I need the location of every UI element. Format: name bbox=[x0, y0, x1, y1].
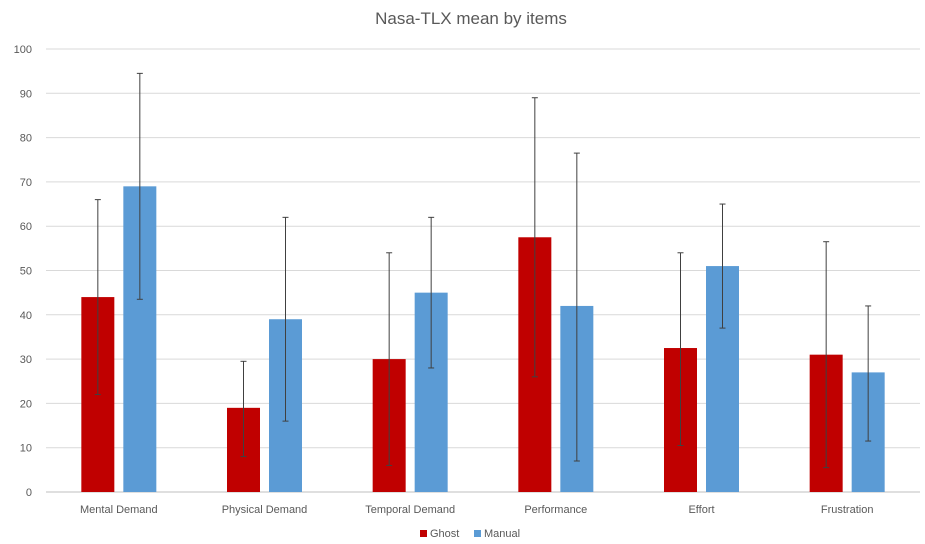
y-tick-label: 10 bbox=[20, 443, 32, 455]
y-tick-label: 20 bbox=[20, 398, 32, 410]
y-tick-label: 50 bbox=[20, 266, 32, 278]
x-axis: Mental Demand Physical Demand Temporal Dem… bbox=[80, 504, 873, 516]
x-tick-label: Mental Demand bbox=[80, 504, 158, 516]
y-axis: 0 10 20 30 40 50 60 70 80 90 100 bbox=[14, 44, 32, 499]
x-tick-label: Effort bbox=[688, 504, 714, 516]
y-tick-label: 40 bbox=[20, 310, 32, 322]
gridlines bbox=[46, 48, 920, 493]
legend-label-ghost: Ghost bbox=[430, 528, 459, 540]
chart-title: Nasa-TLX mean by items bbox=[375, 9, 567, 28]
legend: Ghost Manual bbox=[420, 528, 520, 540]
y-tick-label: 70 bbox=[20, 177, 32, 189]
y-tick-label: 100 bbox=[14, 44, 32, 56]
y-tick-label: 90 bbox=[20, 88, 32, 100]
y-tick-label: 80 bbox=[20, 133, 32, 145]
y-tick-label: 0 bbox=[26, 487, 32, 499]
error-bars bbox=[94, 72, 872, 469]
x-tick-label: Frustration bbox=[821, 504, 874, 516]
x-tick-label: Temporal Demand bbox=[365, 504, 455, 516]
x-tick-label: Performance bbox=[524, 504, 587, 516]
bars bbox=[81, 186, 885, 492]
legend-swatch-manual bbox=[474, 530, 481, 537]
x-tick-label: Physical Demand bbox=[222, 504, 308, 516]
y-tick-label: 30 bbox=[20, 354, 32, 366]
legend-swatch-ghost bbox=[420, 530, 427, 537]
legend-label-manual: Manual bbox=[484, 528, 520, 540]
y-tick-label: 60 bbox=[20, 221, 32, 233]
